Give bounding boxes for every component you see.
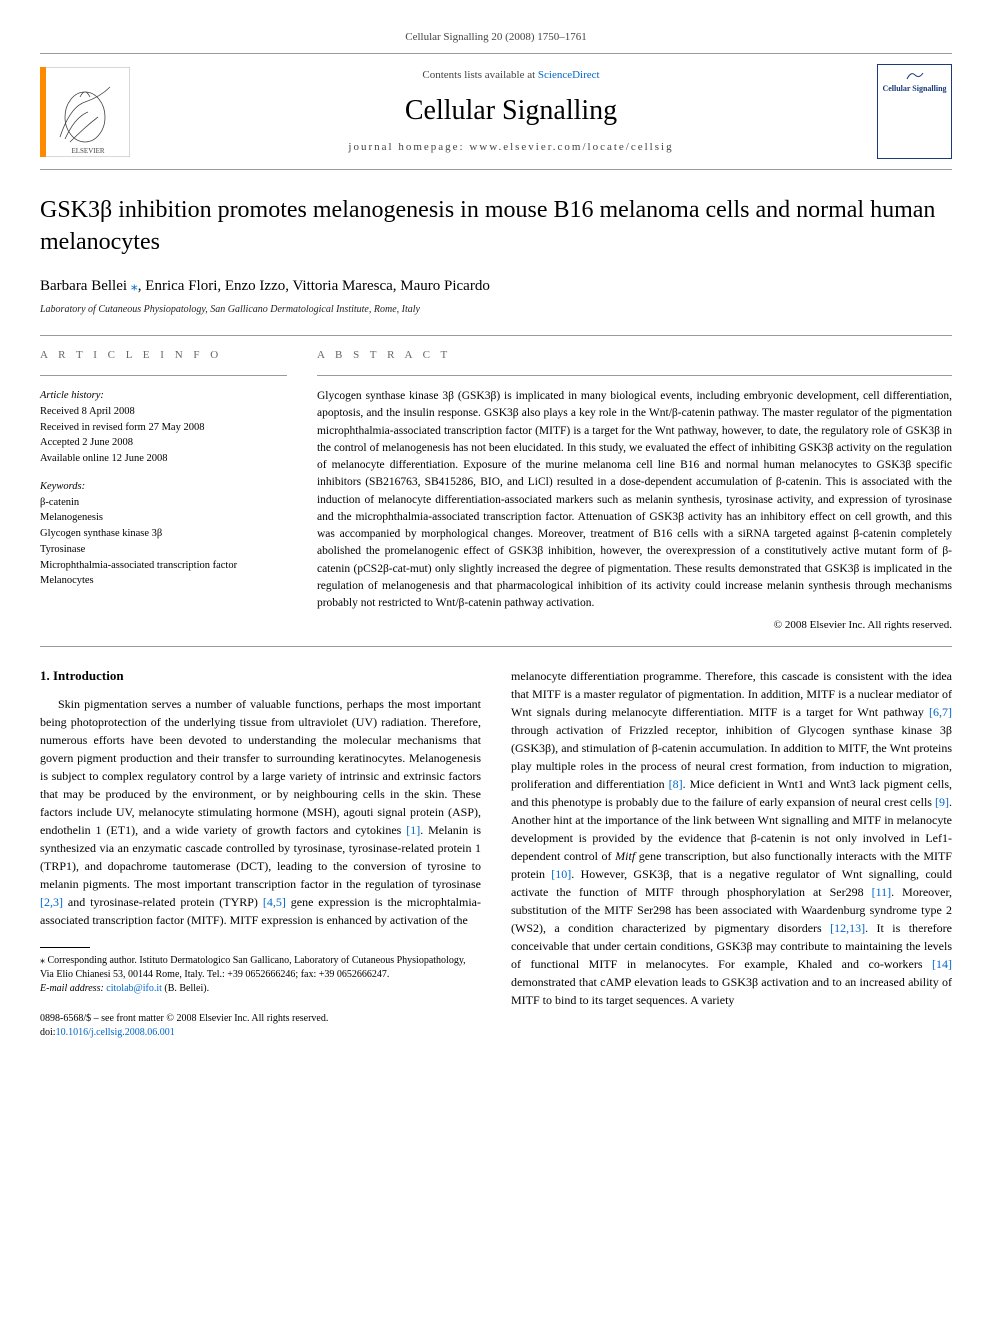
journal-banner: ELSEVIER Contents lists available at Sci…: [40, 53, 952, 170]
article-info-label: A R T I C L E I N F O: [40, 348, 287, 363]
keyword: Glycogen synthase kinase 3β: [40, 526, 287, 542]
abstract-label: A B S T R A C T: [317, 348, 952, 363]
history-heading: Article history:: [40, 388, 287, 404]
issn-copyright: 0898-6568/$ – see front matter © 2008 El…: [40, 1012, 481, 1026]
citation-link[interactable]: [12,13]: [830, 921, 865, 935]
citation-link[interactable]: [11]: [872, 885, 892, 899]
journal-name: Cellular Signalling: [145, 91, 877, 130]
divider: [317, 375, 952, 376]
abstract-column: A B S T R A C T Glycogen synthase kinase…: [317, 348, 952, 634]
author-1: Barbara Bellei: [40, 278, 127, 294]
article-info-row: A R T I C L E I N F O Article history: R…: [40, 348, 952, 634]
authors-rest: , Enrica Flori, Enzo Izzo, Vittoria Mare…: [138, 278, 490, 294]
footnote-separator: [40, 947, 90, 948]
online-date: Available online 12 June 2008: [40, 451, 287, 467]
bottom-matter: 0898-6568/$ – see front matter © 2008 El…: [40, 1012, 481, 1040]
email-footnote: E-mail address: citolab@ifo.it (B. Belle…: [40, 982, 481, 996]
text: and tyrosinase-related protein (TYRP): [63, 895, 263, 909]
body-columns: 1. Introduction Skin pigmentation serves…: [40, 667, 952, 1040]
keyword: Melanogenesis: [40, 510, 287, 526]
keyword: Tyrosinase: [40, 542, 287, 558]
doi-line: doi:10.1016/j.cellsig.2008.06.001: [40, 1026, 481, 1040]
keyword: β-catenin: [40, 495, 287, 511]
email-suffix: (B. Bellei).: [162, 983, 209, 994]
affiliation: Laboratory of Cutaneous Physiopatology, …: [40, 303, 952, 317]
journal-homepage: journal homepage: www.elsevier.com/locat…: [145, 140, 877, 155]
sciencedirect-link[interactable]: ScienceDirect: [538, 69, 600, 81]
divider: [40, 335, 952, 336]
contents-text: Contents lists available at: [422, 69, 537, 81]
elsevier-logo: ELSEVIER: [40, 67, 130, 157]
keywords-block: Keywords: β-catenin Melanogenesis Glycog…: [40, 479, 287, 589]
running-head: Cellular Signalling 20 (2008) 1750–1761: [40, 30, 952, 45]
section-heading-intro: 1. Introduction: [40, 667, 481, 685]
body-column-left: 1. Introduction Skin pigmentation serves…: [40, 667, 481, 1040]
revised-date: Received in revised form 27 May 2008: [40, 420, 287, 436]
email-label: E-mail address:: [40, 983, 106, 994]
gene-italic: Mitf: [615, 849, 635, 863]
keyword: Melanocytes: [40, 573, 287, 589]
homepage-label: journal homepage:: [348, 141, 469, 153]
contents-available: Contents lists available at ScienceDirec…: [145, 68, 877, 83]
banner-center: Contents lists available at ScienceDirec…: [145, 68, 877, 156]
keywords-heading: Keywords:: [40, 479, 287, 495]
intro-paragraph-1: Skin pigmentation serves a number of val…: [40, 695, 481, 929]
divider: [40, 375, 287, 376]
text: melanocyte differentiation programme. Th…: [511, 669, 952, 719]
journal-cover-thumbnail: Cellular Signalling: [877, 64, 952, 159]
corresponding-author-mark[interactable]: ⁎: [131, 279, 138, 294]
citation-link[interactable]: [10]: [551, 867, 571, 881]
body-column-right: melanocyte differentiation programme. Th…: [511, 667, 952, 1040]
citation-link[interactable]: [6,7]: [929, 705, 952, 719]
cover-thumb-title: Cellular Signalling: [882, 85, 946, 94]
received-date: Received 8 April 2008: [40, 404, 287, 420]
citation-link[interactable]: [14]: [932, 957, 952, 971]
article-title: GSK3β inhibition promotes melanogenesis …: [40, 195, 952, 257]
text: Skin pigmentation serves a number of val…: [40, 697, 481, 837]
author-list: Barbara Bellei ⁎, Enrica Flori, Enzo Izz…: [40, 276, 952, 297]
intro-paragraph-2: melanocyte differentiation programme. Th…: [511, 667, 952, 1009]
email-link[interactable]: citolab@ifo.it: [106, 983, 162, 994]
citation-link[interactable]: [8]: [669, 777, 683, 791]
citation-link[interactable]: [4,5]: [263, 895, 286, 909]
citation-link[interactable]: [2,3]: [40, 895, 63, 909]
divider: [40, 646, 952, 647]
keyword: Microphthalmia-associated transcription …: [40, 558, 287, 574]
doi-link[interactable]: 10.1016/j.cellsig.2008.06.001: [56, 1027, 175, 1038]
corresponding-author-footnote: ⁎ Corresponding author. Istituto Dermato…: [40, 954, 481, 982]
accepted-date: Accepted 2 June 2008: [40, 435, 287, 451]
doi-label: doi:: [40, 1027, 56, 1038]
citation-link[interactable]: [1]: [406, 823, 420, 837]
article-history: Article history: Received 8 April 2008 R…: [40, 388, 287, 467]
abstract-text: Glycogen synthase kinase 3β (GSK3β) is i…: [317, 388, 952, 612]
svg-text:ELSEVIER: ELSEVIER: [71, 147, 104, 155]
text: demonstrated that cAMP elevation leads t…: [511, 975, 952, 1007]
abstract-copyright: © 2008 Elsevier Inc. All rights reserved…: [317, 618, 952, 633]
citation-link[interactable]: [9]: [935, 795, 949, 809]
homepage-url: www.elsevier.com/locate/cellsig: [469, 141, 673, 153]
article-info-column: A R T I C L E I N F O Article history: R…: [40, 348, 287, 634]
